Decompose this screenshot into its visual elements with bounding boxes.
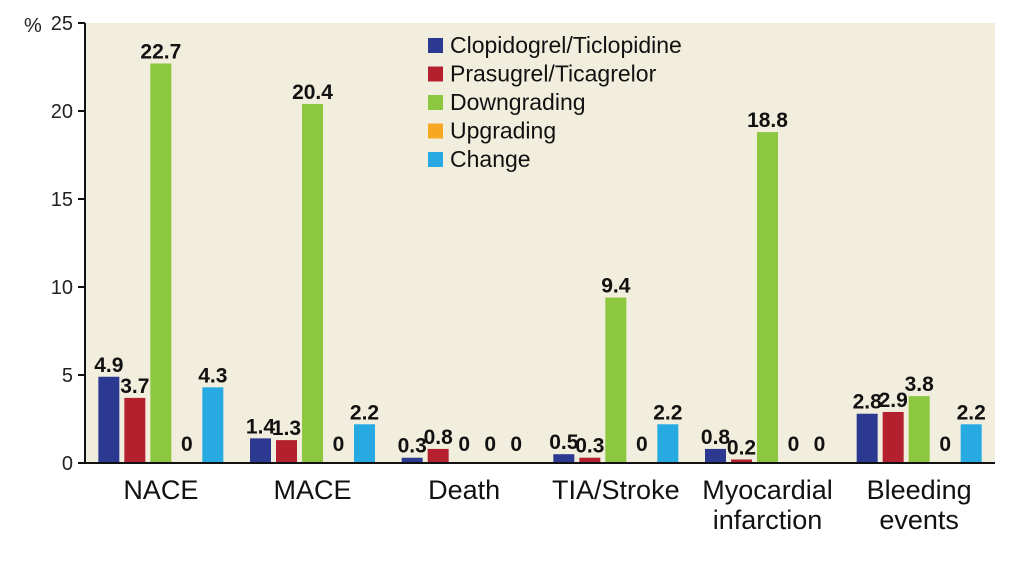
y-tick-label: 0 — [62, 453, 73, 475]
data-label: 0.3 — [398, 435, 427, 458]
legend: Clopidogrel/Ticlopidine Prasugrel/Ticagre… — [428, 32, 682, 172]
data-label: 1.3 — [272, 417, 301, 440]
x-category-label: Death — [428, 475, 500, 505]
data-label: 4.3 — [198, 364, 227, 387]
plot-background — [85, 23, 995, 463]
legend-swatch — [428, 123, 443, 139]
data-label: 2.2 — [350, 401, 379, 424]
bar — [354, 424, 375, 463]
bar — [579, 457, 601, 463]
bar — [401, 457, 423, 463]
data-label: 0 — [458, 433, 470, 456]
value-labels-layer: 4.93.722.704.31.41.320.402.20.30.8 0 0 0 0.5… — [94, 40, 986, 459]
legend-entry-label: Prasugrel/Ticagrelor — [450, 61, 657, 87]
data-label: 0 — [181, 433, 193, 456]
bar — [757, 132, 778, 463]
legend-swatch — [428, 152, 443, 167]
y-tick-label: 25 — [51, 13, 73, 35]
data-label: 3.8 — [905, 373, 935, 396]
data-label: 2.2 — [653, 401, 682, 424]
bars-layer — [98, 63, 982, 464]
bar — [98, 376, 120, 463]
legend-entry-label: Change — [450, 146, 531, 172]
y-tick-label: 20 — [51, 101, 73, 123]
data-label: 0 — [814, 433, 826, 456]
data-label: 0 — [510, 433, 522, 456]
bar — [302, 103, 323, 464]
bar — [150, 63, 172, 463]
data-label: 0 — [939, 433, 951, 456]
data-label: 2.8 — [853, 391, 883, 414]
legend-swatch — [428, 38, 443, 53]
x-category-label: NACE — [123, 475, 198, 505]
x-category-label: TIA/Stroke — [552, 475, 680, 505]
data-label: 0.8 — [701, 426, 731, 449]
legend-entry-label: Upgrading — [450, 118, 556, 144]
legend-entry-label: Clopidogrel/Ticlopidine — [450, 32, 682, 58]
data-label: 0 — [484, 433, 496, 456]
x-category-label: Myocardial — [702, 475, 833, 505]
data-label: 0.2 — [727, 436, 756, 459]
y-axis-unit-label: % — [24, 15, 42, 37]
bar — [250, 438, 271, 463]
data-label: 9.4 — [601, 275, 631, 298]
data-label: 20.4 — [292, 81, 333, 104]
data-label: 4.9 — [94, 354, 123, 377]
bar — [908, 396, 930, 463]
data-label: 0 — [788, 433, 800, 456]
y-tick-label: 10 — [51, 277, 73, 299]
x-category-label: MACE — [273, 475, 351, 505]
bar — [731, 459, 752, 463]
x-category-label: infarction — [713, 505, 823, 535]
axes-layer: 0 5 10 15 20 25 NACE MACE Death TIA/Stroke Myocard… — [51, 13, 995, 535]
bar — [553, 454, 575, 463]
data-label: 2.2 — [957, 401, 986, 424]
y-tick-label: 15 — [51, 189, 73, 211]
data-label: 22.7 — [140, 40, 181, 63]
data-label: 1.4 — [246, 415, 276, 438]
x-category-label: events — [879, 505, 959, 535]
legend-swatch — [428, 66, 443, 82]
x-category-label: Bleeding — [867, 475, 972, 505]
bar — [657, 424, 679, 463]
bar — [705, 448, 726, 463]
data-label: 3.7 — [120, 375, 149, 398]
data-label: 0.3 — [575, 435, 604, 458]
data-label: 0 — [636, 433, 648, 456]
data-label: 0.5 — [549, 431, 579, 454]
bar — [202, 387, 224, 463]
data-label: 0.8 — [424, 426, 454, 449]
bar — [960, 424, 982, 463]
bar — [882, 411, 904, 463]
bar — [427, 448, 449, 463]
data-label: 18.8 — [747, 109, 788, 132]
bar — [605, 297, 627, 463]
bar — [124, 397, 146, 463]
legend-entry-label: Downgrading — [450, 89, 586, 115]
y-tick-label: 5 — [62, 365, 73, 387]
data-label: 0 — [333, 433, 345, 456]
bar — [276, 440, 297, 463]
bar — [856, 413, 878, 463]
data-label: 2.9 — [879, 389, 908, 412]
legend-swatch — [428, 95, 443, 110]
